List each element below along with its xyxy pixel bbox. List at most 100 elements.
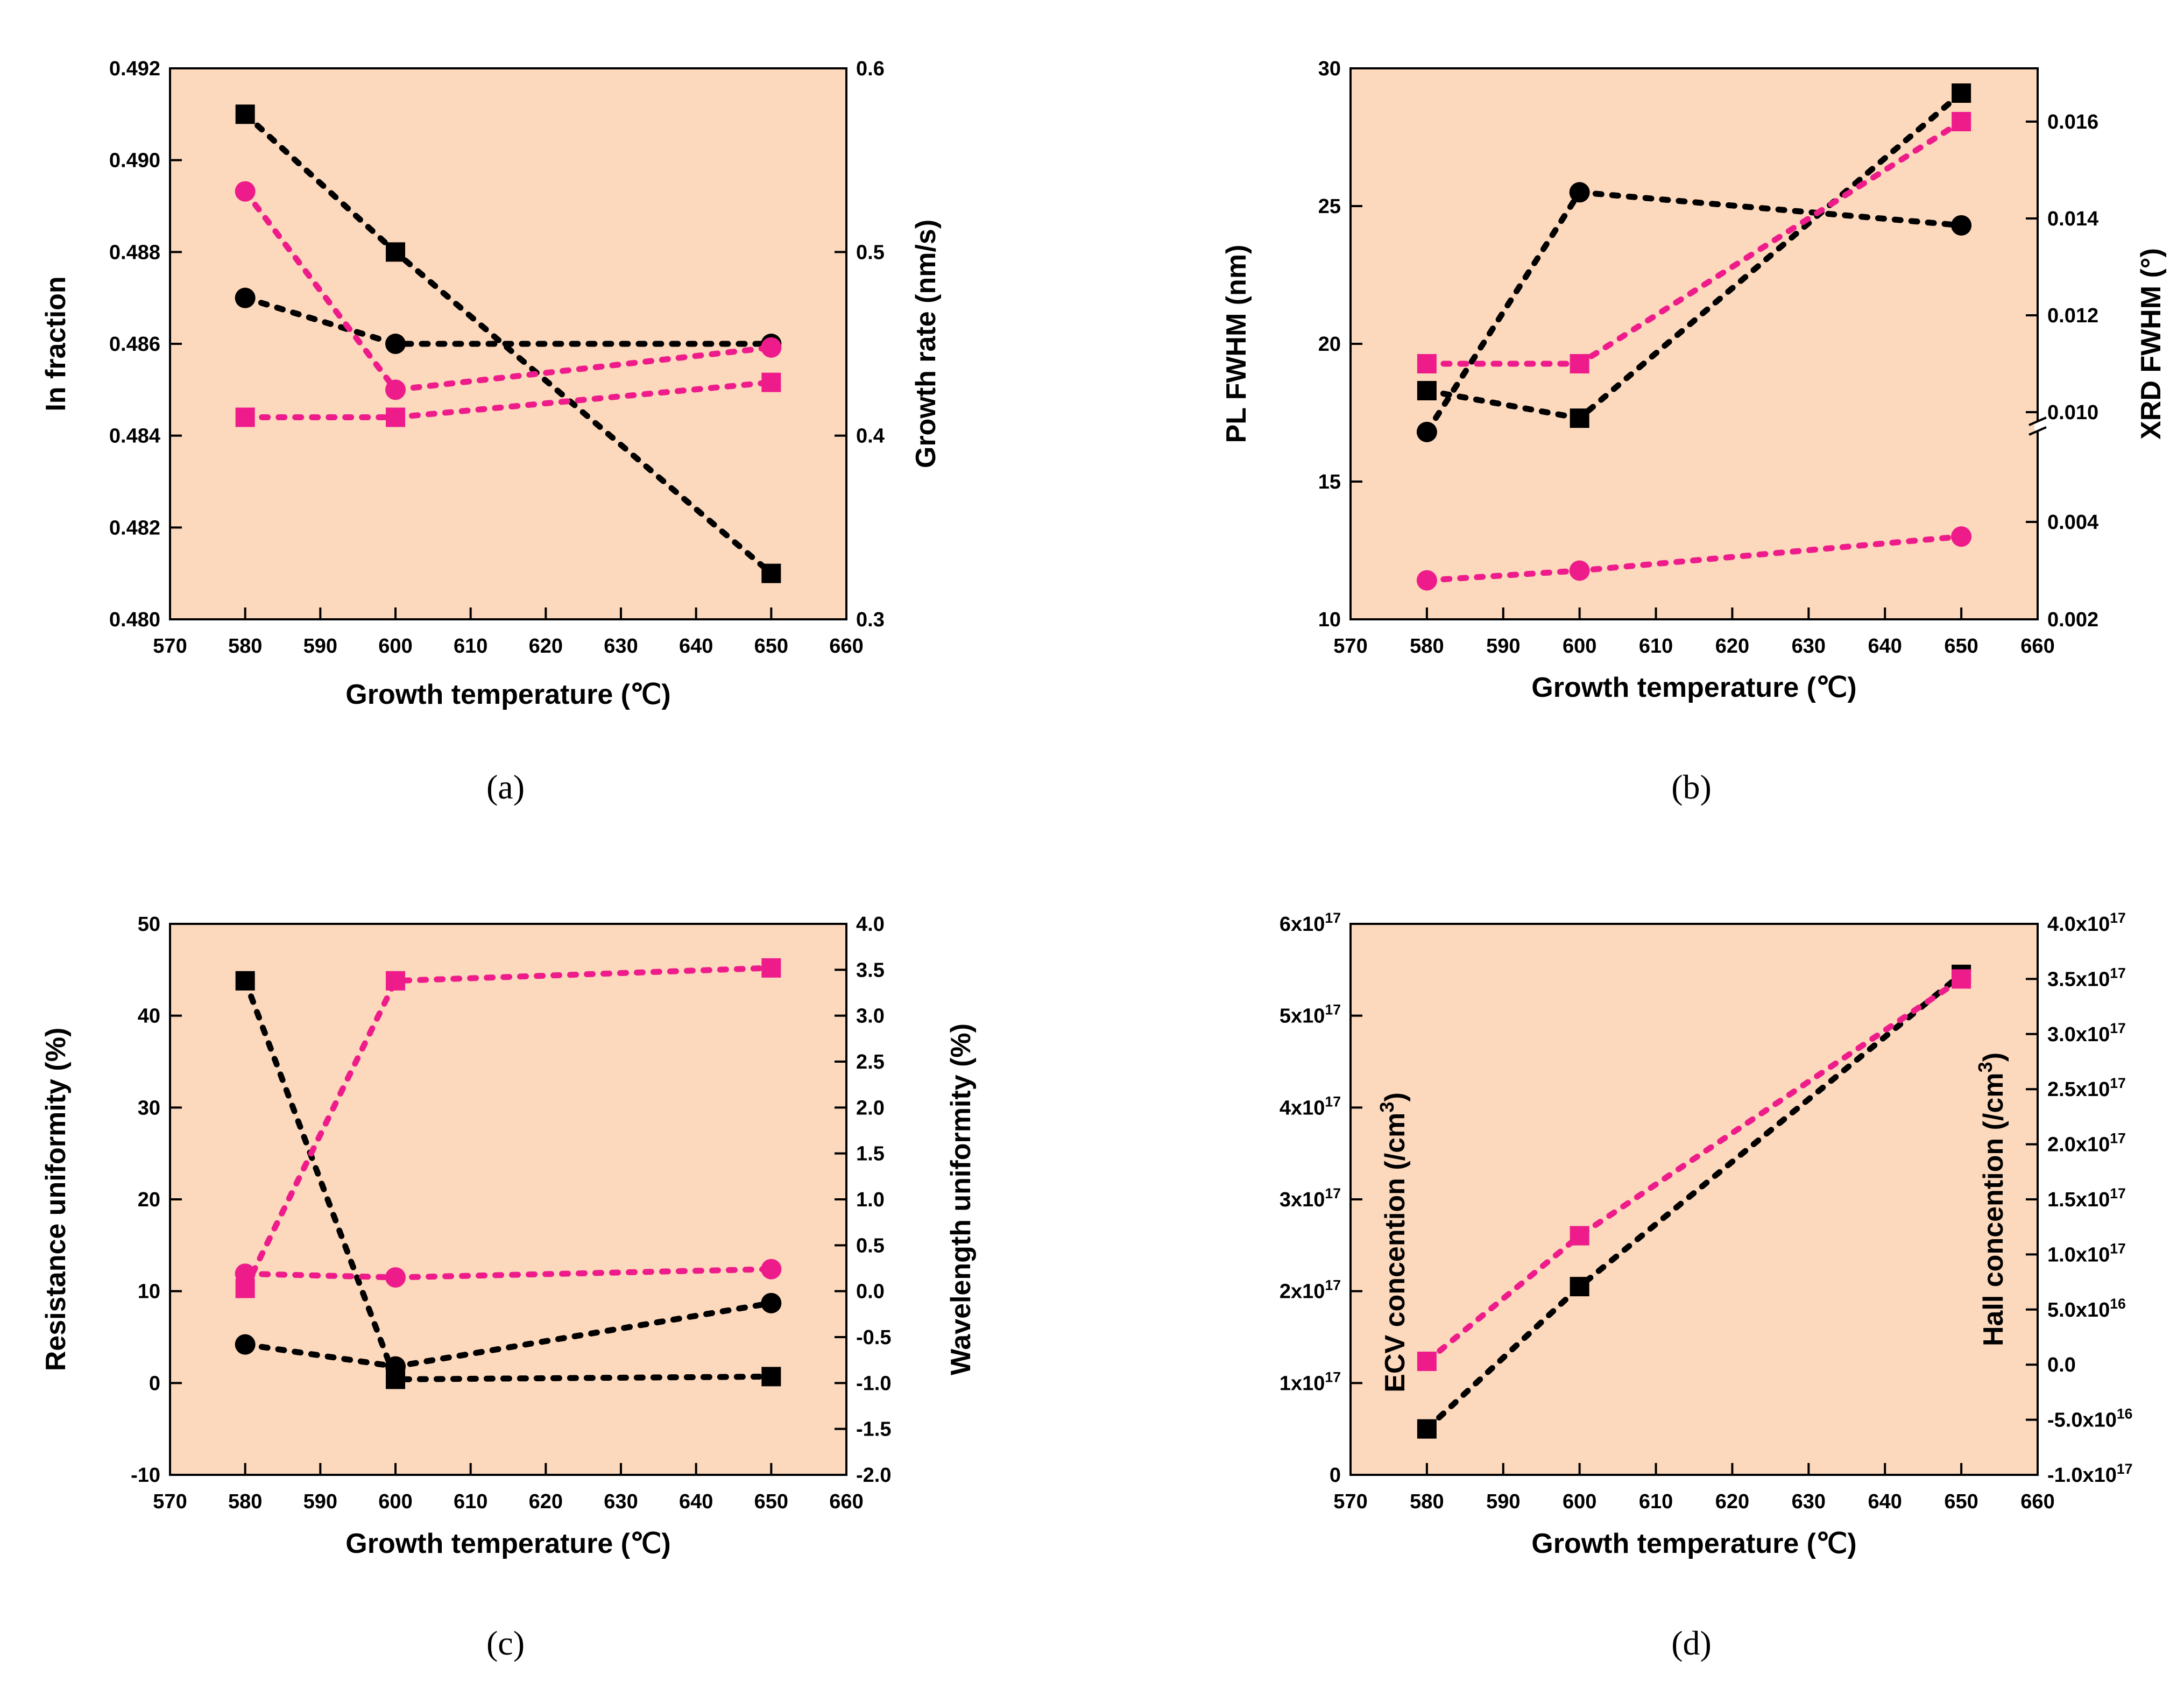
panel-label: (b) [1671,768,1712,806]
data-point-square [761,563,781,583]
y-tick-label: 0.490 [109,150,160,172]
x-tick-label: 590 [303,635,337,658]
data-point-circle [1951,526,1972,547]
y-right-tick-label: 0.5 [856,1234,885,1257]
y-right-tick-label: 0.4 [856,425,885,448]
x-tick-label: 650 [754,635,788,658]
y-right-axis-title: Growth rate (nm/s) [910,220,942,468]
data-point-square [1417,354,1437,373]
y-tick-label: 40 [138,1005,160,1028]
chart-a: 570 580 590 600 610 620 630 640 650 660 0.480 0.482… [40,58,942,806]
y-tick-label: 0.488 [109,241,160,264]
data-point-square [1952,83,1971,103]
x-tick-label: 650 [1944,635,1978,658]
y-right-tick-label: -1.0x1017 [2047,1461,2132,1487]
x-tick-label: 590 [1486,635,1520,658]
data-point-square [386,407,405,427]
y-tick-label: 6x1017 [1280,910,1341,936]
x-tick-label: 570 [1333,635,1367,658]
y-right-tick-label: 2.5x1017 [2047,1075,2126,1101]
data-point-circle [1951,215,1972,236]
x-tick-label: 640 [1868,635,1902,658]
y-tick-label: 0 [149,1372,160,1395]
x-tick-label: 600 [378,635,412,658]
y-right-tick-label: 2.0 [856,1097,885,1119]
x-tick-label: 610 [454,1490,487,1513]
x-tick-label: 570 [153,1490,187,1513]
y-right-tick-label: 3.5x1017 [2047,965,2126,991]
y-right-tick-label: 4.0x1017 [2047,910,2126,936]
x-tick-label: 590 [303,1490,337,1513]
data-point-circle [385,379,406,400]
data-point-circle [235,181,256,202]
plot-area [170,924,846,1475]
x-tick-label: 570 [1333,1490,1367,1513]
y-right-tick-label: 0.012 [2047,305,2098,327]
chart-d: 570 580 590 600 610 620 630 640 650 660 0 1x1017 2x1… [1280,910,2133,1662]
y-tick-label: 0 [1330,1464,1341,1487]
x-tick-label: 630 [1792,635,1826,658]
y-tick-label: 2x1017 [1280,1277,1341,1303]
y-right-tick-label: -1.0 [856,1372,891,1395]
data-point-circle [385,334,406,354]
y-tick-label: -10 [131,1464,160,1487]
x-tick-label: 620 [1715,635,1749,658]
data-point-square [1570,1226,1589,1246]
x-axis-title: Growth temperature (℃) [345,679,670,710]
data-point-circle [235,1334,256,1355]
y-right-tick-label: 1.0 [856,1189,885,1211]
data-point-circle [385,1356,406,1377]
y-tick-label: 0.480 [109,609,160,631]
x-tick-label: 570 [153,635,187,658]
x-tick-label: 620 [1715,1490,1749,1513]
data-point-square [386,242,405,262]
chart-c: 570 580 590 600 610 620 630 640 650 660 -10 0 10 20 30… [40,913,977,1662]
x-tick-label: 610 [1639,635,1673,658]
y-axis-title: Resistance uniformity (%) [40,1028,72,1372]
y-tick-label: 0.486 [109,333,160,356]
y-right-tick-label: 3.0x1017 [2047,1020,2126,1046]
y-right-tick-label: 2.5 [856,1051,885,1073]
y-right-tick-label: 0.0 [856,1281,885,1303]
y-tick-label: 3x1017 [1280,1185,1341,1211]
y-right-tick-label: 3.5 [856,959,885,981]
x-tick-label: 660 [829,1490,863,1513]
y-right-tick-label: 3.0 [856,1005,885,1028]
x-tick-label: 630 [1792,1490,1826,1513]
data-point-square [1570,354,1589,373]
x-tick-label: 600 [378,1490,412,1513]
x-tick-label: 650 [754,1490,788,1513]
axis-break-gap [2034,421,2041,431]
y-right-tick-label: 0.002 [2047,609,2098,631]
x-tick-label: 580 [228,1490,262,1513]
y-tick-label: 20 [1318,333,1341,356]
y-tick-label: 10 [138,1281,160,1303]
x-axis-title: Growth temperature (℃) [1531,672,1856,703]
x-tick-label: 610 [1639,1490,1673,1513]
x-tick-label: 630 [604,1490,638,1513]
x-tick-label: 600 [1563,1490,1596,1513]
x-tick-label: 650 [1944,1490,1978,1513]
y-tick-label: 15 [1318,471,1341,493]
y-tick-label: 4x1017 [1280,1093,1341,1119]
y-right-tick-label: -2.0 [856,1464,891,1487]
data-point-square [1570,1277,1589,1297]
y-right-tick-label: -0.5 [856,1326,891,1349]
y-tick-label: 30 [1318,58,1341,80]
data-point-circle [1416,421,1437,442]
x-axis-title: Growth temperature (℃) [345,1528,670,1559]
x-tick-label: 610 [454,635,487,658]
x-tick-label: 640 [679,1490,713,1513]
x-tick-label: 580 [228,635,262,658]
data-point-circle [235,287,256,308]
chart-b: 570 580 590 600 610 620 630 640 650 660 10 15 20 25 30… [1221,58,2167,806]
series-line-1 [242,978,774,1383]
y-right-tick-label: 1.5 [856,1143,885,1165]
y-tick-label: 5x1017 [1280,1002,1341,1028]
data-point-square [761,958,781,978]
data-point-square [235,407,255,427]
plot-area [1351,68,2038,619]
y-tick-label: 20 [138,1189,160,1211]
data-point-circle [1416,570,1437,591]
